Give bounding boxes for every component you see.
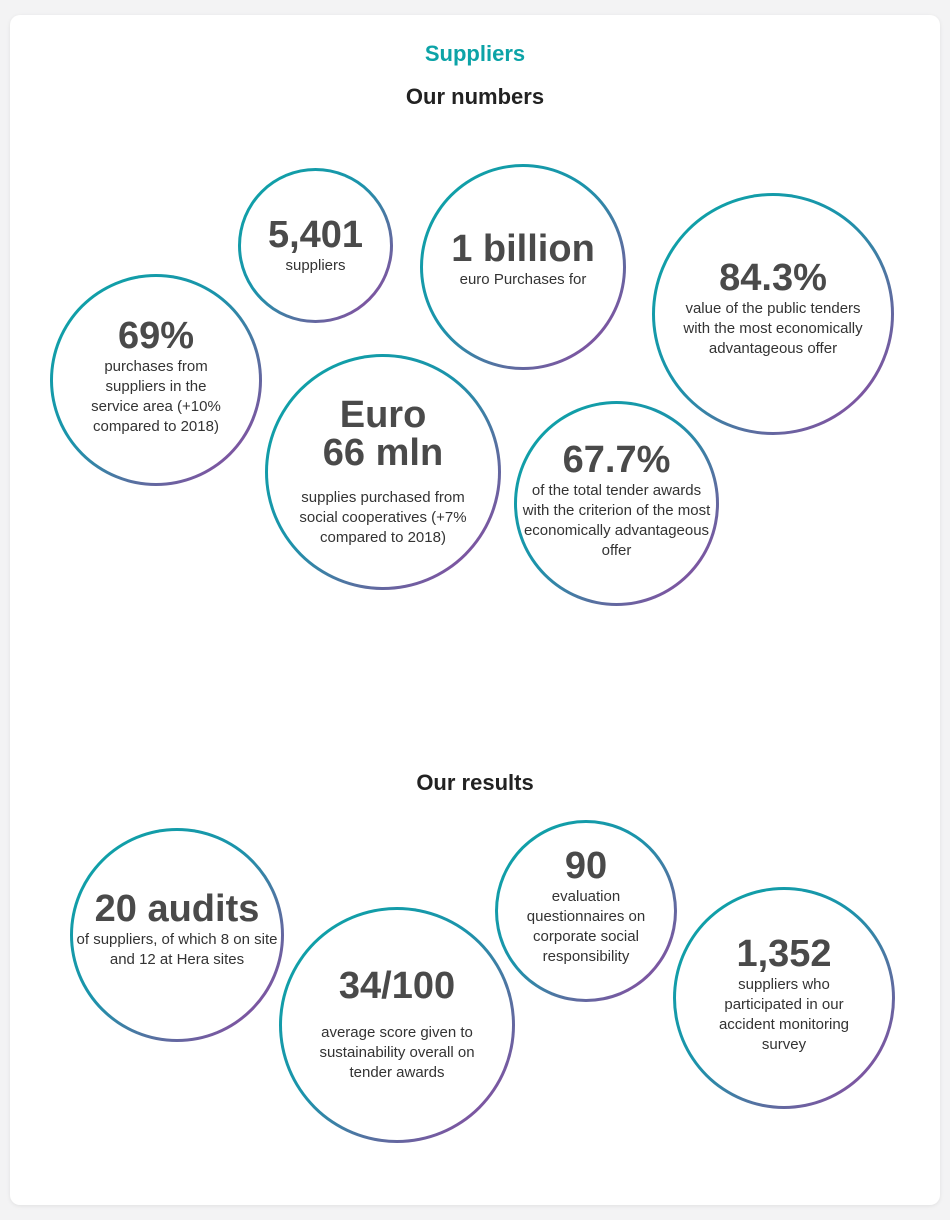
stat-bubble-public-tenders: 84.3% value of the public tenders with t… — [652, 193, 894, 435]
result-bubble-questionnaires: 90 evaluation questionnaires on corporat… — [495, 820, 677, 1002]
stat-bubble-purchases: 1 billion euro Purchases for — [420, 164, 626, 370]
result-description: of suppliers, of which 8 on site and 12 … — [76, 931, 278, 968]
stat-bubble-social-cooperatives: Euro 66 mln supplies purchased from soci… — [265, 354, 501, 590]
result-description: average score given to sustainability ov… — [319, 1024, 475, 1081]
result-value: 1,352 — [736, 933, 832, 975]
numbers-heading: Our numbers — [405, 84, 545, 109]
stat-value: 69% — [117, 315, 195, 357]
result-bubble-accident-survey: 1,352 suppliers who participated in our … — [673, 887, 895, 1109]
stat-value: 84.3% — [719, 257, 827, 299]
section-label: Suppliers — [424, 41, 526, 66]
stat-value-line2: 66 mln — [322, 432, 444, 474]
result-value: 20 audits — [94, 888, 260, 930]
stat-description: supplies purchased from social cooperati… — [299, 489, 467, 546]
result-description: suppliers who participated in our accide… — [718, 976, 850, 1053]
stat-bubble-suppliers: 5,401 suppliers — [238, 168, 393, 323]
stat-value-line1: Euro — [339, 394, 427, 436]
result-bubble-sustainability-score: 34/100 average score given to sustainabi… — [279, 907, 515, 1143]
result-bubble-audits: 20 audits of suppliers, of which 8 on si… — [70, 828, 284, 1042]
results-heading: Our results — [416, 770, 534, 795]
stat-value: 5,401 — [267, 213, 364, 256]
stat-description: purchases from suppliers in the service … — [91, 358, 221, 435]
result-description: evaluation questionnaires on corporate s… — [526, 888, 646, 965]
stat-description: of the total tender awards with the crit… — [522, 481, 711, 559]
stat-bubble-tender-awards: 67.7% of the total tender awards with th… — [514, 401, 719, 606]
stat-description: suppliers — [285, 256, 346, 274]
stat-value: 1 billion — [451, 228, 595, 270]
stat-bubble-service-area: 69% purchases from suppliers in the serv… — [50, 274, 262, 486]
result-value: 34/100 — [338, 965, 456, 1007]
stat-description: value of the public tenders with the mos… — [683, 300, 863, 357]
result-value: 90 — [564, 845, 608, 887]
stat-description: euro Purchases for — [459, 271, 587, 288]
stat-value: 67.7% — [562, 438, 671, 481]
